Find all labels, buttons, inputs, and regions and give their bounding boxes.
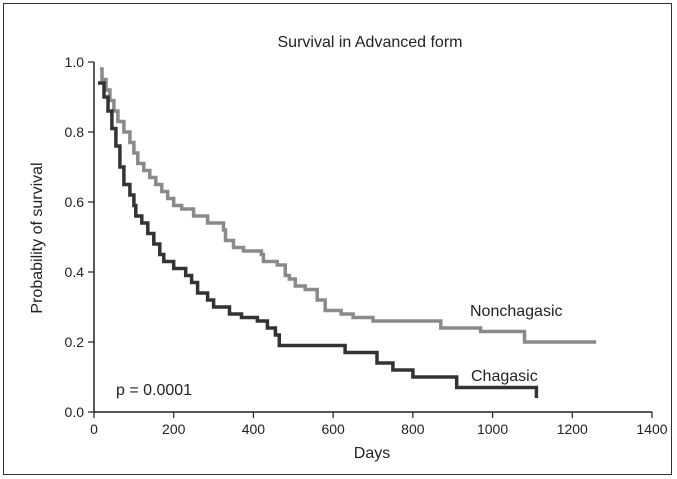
x-axis-title: Days	[354, 445, 390, 462]
x-ticks: 0 200 400 600 800 1000 1200 1400	[90, 412, 668, 437]
series-label-nonchagasic: Nonchagasic	[470, 303, 563, 320]
y-ticks: 0.0 0.2 0.4 0.6 0.8 1.0	[65, 54, 94, 420]
y-tick-label: 0.0	[65, 404, 85, 420]
x-tick-label: 800	[401, 421, 425, 437]
y-axis-title: Probability of survival	[29, 162, 46, 313]
x-tick-label: 0	[90, 421, 98, 437]
y-tick-label: 1.0	[65, 54, 85, 70]
x-tick-label: 600	[321, 421, 345, 437]
chart-title: Survival in Advanced form	[278, 34, 463, 51]
x-tick-label: 1200	[557, 421, 588, 437]
series-line-nonchagasic	[100, 67, 597, 344]
chart-frame	[3, 3, 672, 475]
series-line-chagasic	[98, 81, 539, 398]
x-tick-label: 200	[162, 421, 186, 437]
x-tick-label: 1000	[477, 421, 508, 437]
y-tick-label: 0.2	[65, 334, 85, 350]
p-value-annotation: p = 0.0001	[116, 382, 192, 399]
series-group	[98, 67, 597, 398]
y-tick-label: 0.6	[65, 194, 85, 210]
x-tick-label: 1400	[636, 421, 667, 437]
series-label-chagasic: Chagasic	[471, 368, 538, 385]
y-tick-label: 0.8	[65, 124, 85, 140]
axes	[93, 62, 652, 413]
y-tick-label: 0.4	[65, 264, 85, 280]
x-tick-label: 400	[242, 421, 266, 437]
